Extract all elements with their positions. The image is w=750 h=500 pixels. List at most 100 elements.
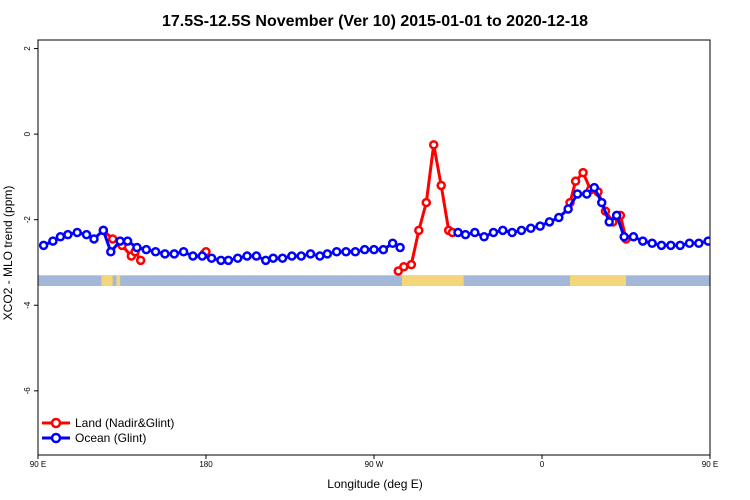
data-point [570, 176, 581, 186]
data-point [723, 231, 730, 238]
data-point [638, 236, 648, 246]
data-point [395, 242, 405, 253]
data-point [277, 253, 288, 263]
data-point [216, 255, 226, 266]
data-point [260, 255, 271, 266]
data-point [160, 249, 170, 259]
data-point [421, 197, 432, 208]
y-tick-label: -4 [23, 301, 32, 309]
chart-title: 17.5S-12.5S November (Ver 10) 2015-01-01… [162, 13, 588, 30]
legend-marker [50, 417, 62, 429]
land-segment [570, 275, 626, 287]
data-point [188, 251, 198, 261]
data-point [387, 238, 398, 248]
data-point [106, 247, 116, 257]
data-point [305, 249, 316, 259]
y-tick-label: -6 [23, 387, 32, 395]
data-point [38, 240, 49, 251]
data-point [331, 247, 342, 257]
data-point [628, 232, 639, 242]
data-point [242, 251, 252, 261]
data-point [647, 238, 657, 248]
data-point [150, 247, 161, 257]
data-point [554, 212, 564, 223]
data-point [48, 236, 58, 246]
data-point [178, 247, 189, 257]
data-point [619, 232, 629, 242]
data-point [516, 225, 527, 236]
data-point [414, 225, 424, 236]
data-point [378, 244, 389, 255]
data-point [479, 232, 489, 242]
y-tick-label: 2 [23, 46, 32, 51]
plot-content [38, 140, 749, 287]
data-point [572, 189, 583, 199]
data-point [315, 251, 325, 261]
data-point [596, 197, 607, 208]
x-tick-label: 0 [540, 460, 545, 469]
series-line [397, 143, 451, 273]
data-point [350, 247, 361, 257]
data-point [488, 227, 499, 238]
data-point [694, 238, 704, 248]
data-point [72, 227, 82, 238]
plot-area [38, 140, 749, 287]
data-point [359, 244, 370, 255]
data-point [563, 204, 573, 214]
data-point [135, 255, 146, 266]
data-point [544, 217, 555, 227]
data-point [436, 180, 446, 191]
x-tick-label: 90 E [30, 460, 46, 469]
data-point [406, 259, 417, 270]
data-point [460, 229, 471, 240]
ocean-strip [38, 275, 710, 287]
data-point [742, 229, 749, 236]
data-point [714, 235, 721, 242]
land-segment [101, 275, 108, 287]
x-axis-label: Longitude (deg E) [327, 477, 422, 491]
data-point [589, 182, 600, 193]
data-point [399, 262, 409, 272]
data-point [675, 240, 685, 251]
x-tick-label: 180 [199, 460, 213, 469]
y-axis-label: XCO2 - MLO trend (ppm) [1, 186, 15, 321]
data-point [63, 229, 73, 240]
data-point [206, 253, 217, 263]
plot-frame [37, 39, 711, 456]
data-point [369, 244, 379, 255]
data-point [733, 231, 740, 238]
x-tick-label: 90 E [702, 460, 718, 469]
data-point [535, 221, 545, 231]
land-segment [116, 275, 121, 287]
data-point [223, 255, 234, 266]
data-point [232, 253, 243, 263]
data-point [684, 238, 695, 248]
data-point [666, 240, 676, 251]
data-point [268, 253, 278, 263]
land-segment [103, 275, 113, 287]
data-point [453, 227, 463, 238]
series-line [457, 186, 710, 247]
data-point [582, 189, 592, 199]
data-point [107, 234, 118, 244]
y-tick-label: -2 [23, 216, 32, 224]
data-point [470, 227, 480, 238]
x-tick-label: 90 W [365, 460, 384, 469]
data-point [115, 236, 125, 246]
series-ocean [38, 182, 749, 266]
legend-label: Ocean (Glint) [75, 431, 146, 445]
data-point [197, 251, 208, 261]
land-segment [402, 275, 464, 287]
data-point [578, 167, 588, 178]
data-point [296, 251, 306, 261]
axis-ticks: 90 E 180 90 W 0 90 E 2 0 -2 -4 -6 [23, 46, 718, 469]
data-point [703, 236, 710, 246]
data-point [141, 244, 152, 255]
data-point [507, 227, 517, 238]
data-point [287, 251, 297, 261]
data-point [526, 223, 536, 233]
legend: Land (Nadir&Glint)Ocean (Glint) [42, 416, 174, 445]
data-point [55, 232, 66, 242]
data-point [498, 225, 508, 236]
